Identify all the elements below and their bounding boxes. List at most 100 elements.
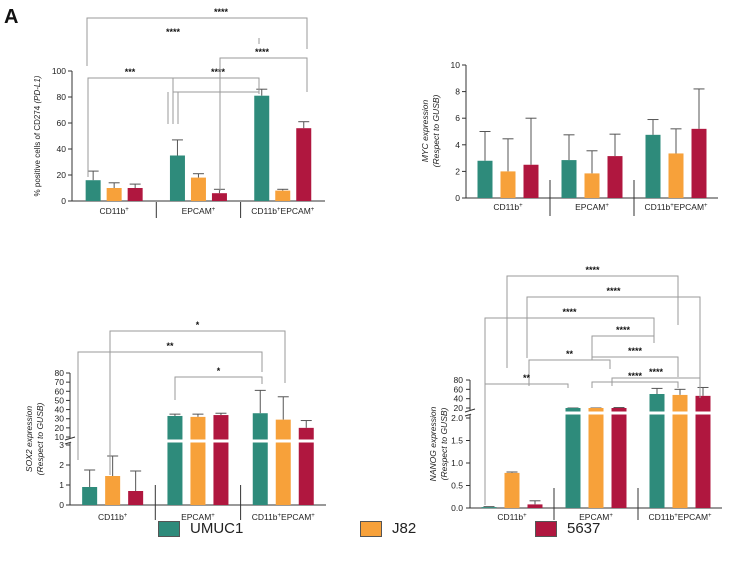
bar-j82	[588, 408, 604, 508]
group-label-pdl1: EPCAM+	[182, 206, 216, 216]
legend: UMUC1 J82 5637	[0, 520, 730, 550]
legend-swatch-5637	[535, 520, 557, 537]
y-tick-label: 20	[55, 423, 65, 433]
bar-j82	[500, 171, 516, 198]
significance-bracket	[484, 383, 569, 505]
bar-umuc1	[167, 415, 183, 505]
bar-5637	[128, 491, 144, 505]
significance-bracket	[172, 77, 260, 124]
group-label-nanog: CD11b+EPCAM+	[648, 512, 712, 520]
significance-label: ****	[585, 265, 600, 275]
significance-bracket	[77, 351, 263, 460]
y-axis-label-2: (Respect to GUSB)	[439, 407, 449, 480]
y-tick-label: 8	[455, 87, 460, 97]
significance-bracket	[219, 57, 308, 191]
significance-label: ****	[649, 367, 664, 377]
bar-umuc1	[477, 160, 493, 198]
significance-bracket	[528, 359, 611, 386]
y-tick-label: 40	[55, 405, 65, 415]
significance-bracket	[109, 330, 286, 475]
y-tick-label: 6	[455, 113, 460, 123]
group-label-myc: CD11b+EPCAM+	[644, 202, 708, 212]
legend-swatch-j82	[360, 520, 382, 537]
bar-5637	[607, 156, 623, 198]
significance-label: ****	[616, 325, 631, 335]
group-label-nanog: CD11b+	[497, 512, 527, 520]
legend-label-j82: J82	[392, 520, 417, 537]
bar-j82	[190, 177, 206, 201]
significance-label: ****	[562, 307, 577, 317]
group-label-pdl1: CD11b+EPCAM+	[251, 206, 315, 216]
bar-5637	[523, 164, 539, 198]
y-tick-label: 30	[55, 414, 65, 424]
significance-bracket	[591, 335, 655, 360]
significance-label: ***	[125, 67, 136, 77]
bar-umuc1	[82, 487, 98, 505]
y-tick-label: 2.0	[451, 413, 463, 423]
bar-5637	[611, 408, 627, 508]
bar-5637	[127, 188, 143, 201]
group-label-myc: CD11b+	[493, 202, 523, 212]
significance-bracket	[86, 17, 308, 66]
axis-break	[465, 411, 475, 415]
significance-bracket	[174, 376, 263, 400]
significance-label: ****	[255, 47, 270, 57]
significance-bracket	[506, 275, 679, 368]
significance-label: ****	[606, 286, 621, 296]
bar-5637	[211, 193, 227, 201]
bar-umuc1	[254, 95, 270, 201]
y-tick-label: 3	[59, 440, 64, 450]
legend-item-5637: 5637	[535, 520, 600, 537]
y-tick-label: 60	[57, 118, 67, 128]
y-axis-label: % positive cells of CD274 (PD-L1)	[33, 75, 42, 196]
y-tick-label: 1.5	[451, 436, 463, 446]
bar-umuc1	[649, 394, 665, 508]
y-axis-label: NANOG expression	[428, 406, 438, 481]
bar-5637	[298, 427, 314, 505]
y-tick-label: 2	[455, 166, 460, 176]
y-tick-label: 40	[57, 144, 67, 154]
y-tick-label: 1	[59, 480, 64, 490]
y-tick-label: 60	[55, 386, 65, 396]
significance-label: ****	[166, 27, 181, 37]
y-axis-label: SOX2 expression	[24, 406, 34, 472]
bar-5637	[213, 415, 229, 505]
bar-j82	[105, 476, 121, 505]
y-tick-label: 0	[59, 500, 64, 510]
bar-j82	[504, 472, 520, 508]
bar-umuc1	[645, 134, 661, 198]
y-tick-label: 80	[57, 92, 67, 102]
y-tick-label: 40	[454, 394, 464, 404]
significance-label: *	[196, 320, 200, 330]
y-tick-label: 80	[454, 375, 464, 385]
y-tick-label: 1.0	[451, 458, 463, 468]
significance-label: **	[566, 349, 574, 359]
bar-5637	[296, 128, 312, 201]
bar-5637	[527, 504, 543, 508]
significance-label: **	[166, 341, 174, 351]
y-tick-label: 10	[451, 60, 461, 70]
y-tick-label: 20	[454, 403, 464, 413]
y-tick-label: 20	[57, 170, 67, 180]
bar-break	[471, 411, 723, 415]
significance-bracket	[591, 356, 679, 377]
y-axis-label-2: (Respect to GUSB)	[35, 402, 45, 475]
bar-j82	[672, 394, 688, 508]
bar-j82	[584, 173, 600, 198]
bar-j82	[668, 153, 684, 198]
y-tick-label: 80	[55, 368, 65, 378]
legend-item-umuc1: UMUC1	[158, 520, 243, 537]
bar-umuc1	[481, 507, 497, 509]
significance-label: *	[217, 366, 221, 376]
axis-break	[65, 439, 75, 443]
legend-label-5637: 5637	[567, 520, 601, 537]
significance-bracket	[526, 296, 701, 398]
significance-bracket	[86, 38, 260, 124]
myc-chart: 0 2 4 6 8 10 MYC expression (Respect to GUSB) CD…	[420, 60, 718, 216]
y-axis-label-2: (Respect to GUSB)	[431, 94, 441, 167]
bar-umuc1	[565, 408, 581, 508]
y-tick-label: 0	[455, 193, 460, 203]
